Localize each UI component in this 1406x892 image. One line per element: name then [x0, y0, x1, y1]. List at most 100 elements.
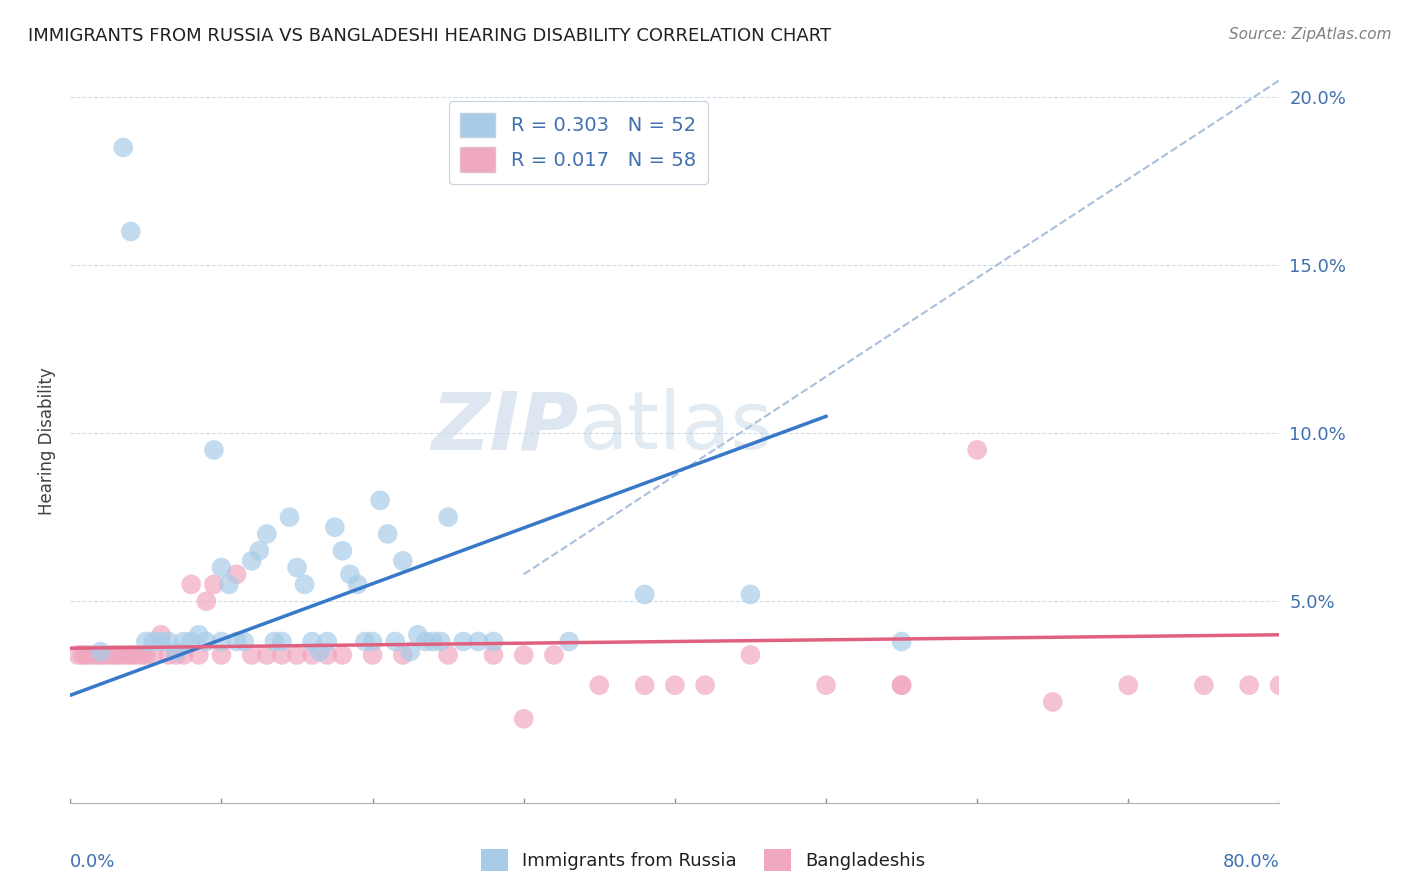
Point: [142, 634, 165, 648]
Point: [195, 594, 218, 608]
Point: [218, 577, 240, 591]
Point: [361, 634, 384, 648]
Point: [332, 543, 354, 558]
Text: ZIP: ZIP: [430, 388, 578, 467]
Point: [256, 648, 278, 662]
Point: [316, 634, 339, 648]
Point: [86, 648, 108, 662]
Point: [693, 678, 716, 692]
Point: [97, 648, 120, 662]
Point: [173, 648, 195, 662]
Point: [90, 648, 111, 662]
Point: [132, 648, 155, 662]
Point: [513, 712, 536, 726]
Point: [890, 678, 912, 692]
Point: [90, 644, 111, 658]
Point: [117, 648, 139, 662]
Point: [966, 442, 988, 457]
Point: [339, 567, 361, 582]
Point: [150, 634, 172, 648]
Point: [890, 678, 912, 692]
Point: [93, 648, 115, 662]
Point: [1116, 678, 1139, 692]
Point: [165, 644, 187, 658]
Point: [211, 634, 233, 648]
Point: [361, 648, 384, 662]
Point: [225, 634, 247, 648]
Point: [815, 678, 838, 692]
Text: IMMIGRANTS FROM RUSSIA VS BANGLADESHI HEARING DISABILITY CORRELATION CHART: IMMIGRANTS FROM RUSSIA VS BANGLADESHI HE…: [28, 27, 831, 45]
Text: atlas: atlas: [578, 388, 772, 467]
Point: [101, 648, 124, 662]
Point: [482, 648, 505, 662]
Point: [406, 628, 429, 642]
Point: [66, 648, 89, 662]
Text: 80.0%: 80.0%: [1223, 854, 1279, 871]
Point: [346, 577, 368, 591]
Point: [437, 648, 460, 662]
Point: [384, 634, 406, 648]
Point: [285, 560, 308, 574]
Point: [263, 634, 285, 648]
Point: [104, 648, 127, 662]
Point: [415, 634, 437, 648]
Point: [1042, 695, 1064, 709]
Point: [301, 648, 323, 662]
Point: [482, 634, 505, 648]
Point: [467, 634, 489, 648]
Point: [180, 577, 202, 591]
Point: [633, 587, 655, 601]
Point: [890, 634, 912, 648]
Point: [142, 648, 165, 662]
Point: [187, 648, 209, 662]
Point: [740, 587, 762, 601]
Point: [429, 634, 451, 648]
Point: [127, 648, 149, 662]
Point: [270, 634, 294, 648]
Point: [422, 634, 444, 648]
Point: [225, 567, 247, 582]
Point: [1268, 678, 1291, 692]
Point: [77, 648, 100, 662]
Point: [165, 648, 187, 662]
Point: [82, 648, 104, 662]
Point: [391, 648, 415, 662]
Legend: Immigrants from Russia, Bangladeshis: Immigrants from Russia, Bangladeshis: [474, 842, 932, 879]
Point: [588, 678, 610, 692]
Point: [247, 543, 270, 558]
Point: [180, 634, 202, 648]
Point: [543, 648, 565, 662]
Point: [173, 634, 195, 648]
Point: [112, 648, 135, 662]
Point: [135, 648, 157, 662]
Point: [633, 678, 655, 692]
Point: [233, 634, 256, 648]
Point: [399, 644, 422, 658]
Text: 0.0%: 0.0%: [70, 854, 115, 871]
Point: [368, 493, 391, 508]
Point: [112, 140, 135, 154]
Point: [120, 225, 142, 239]
Point: [240, 554, 263, 568]
Point: [150, 628, 172, 642]
Point: [301, 634, 323, 648]
Point: [187, 628, 209, 642]
Point: [323, 520, 346, 534]
Point: [308, 644, 330, 658]
Point: [202, 442, 225, 457]
Point: [377, 527, 399, 541]
Point: [740, 648, 762, 662]
Point: [332, 648, 354, 662]
Point: [211, 648, 233, 662]
Point: [240, 648, 263, 662]
Point: [453, 634, 475, 648]
Point: [1192, 678, 1215, 692]
Point: [391, 554, 415, 568]
Point: [211, 560, 233, 574]
Point: [202, 577, 225, 591]
Point: [270, 648, 294, 662]
Point: [294, 577, 316, 591]
Point: [120, 648, 142, 662]
Point: [316, 648, 339, 662]
Point: [122, 648, 145, 662]
